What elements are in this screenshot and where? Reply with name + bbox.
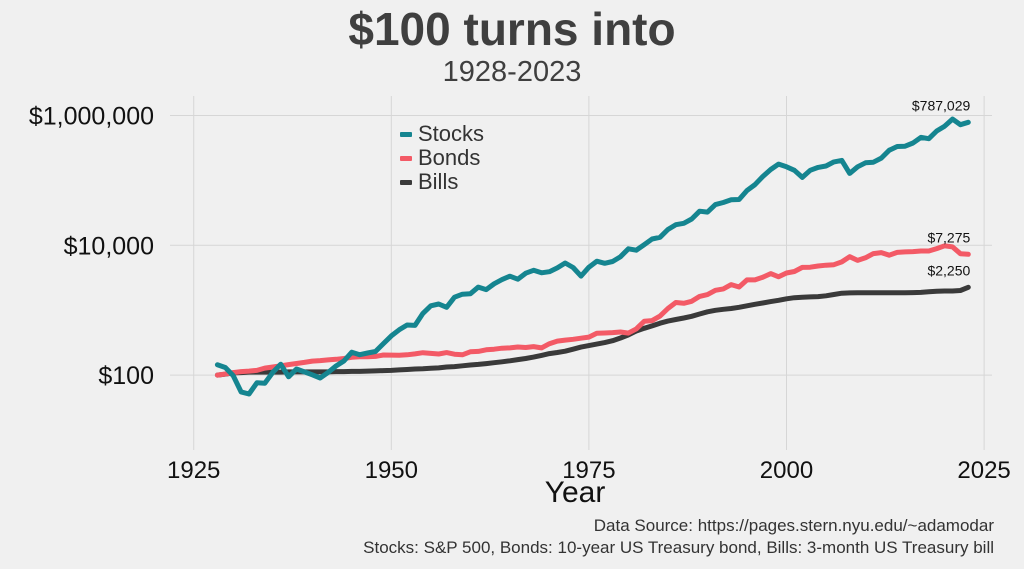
x-tick-label: 1925 xyxy=(167,457,220,484)
end-value-label: $787,029 xyxy=(912,97,971,113)
legend-label-bills: Bills xyxy=(418,169,459,194)
legend-item-stocks: Stocks xyxy=(400,121,485,146)
series-line-bills xyxy=(214,284,971,378)
y-tick-label: $10,000 xyxy=(64,232,154,260)
y-tick-label: $100 xyxy=(98,362,154,390)
y-tick-label: $1,000,000 xyxy=(29,103,154,131)
legend-item-bills: Bills xyxy=(400,169,484,194)
series-definitions-note: Stocks: S&P 500, Bonds: 10-year US Treas… xyxy=(363,538,994,557)
legend-label-bonds: Bonds xyxy=(418,145,481,170)
end-value-label: $7,275 xyxy=(927,229,970,245)
series-line-bonds xyxy=(214,243,971,378)
x-tick-label: 1975 xyxy=(562,457,615,484)
data-source-note: Data Source: https://pages.stern.nyu.edu… xyxy=(593,516,994,535)
legend-swatch-bonds xyxy=(400,155,412,161)
chart-subtitle: 1928-2023 xyxy=(442,56,582,88)
legend-label-stocks: Stocks xyxy=(418,121,485,146)
legend-swatch-bills xyxy=(400,179,412,185)
x-tick-label: 2025 xyxy=(957,457,1010,484)
x-tick-label: 2000 xyxy=(760,457,813,484)
chart-title: $100 turns into xyxy=(348,3,676,55)
legend-swatch-stocks xyxy=(400,131,412,137)
x-tick-label: 1950 xyxy=(365,457,418,484)
end-value-label: $2,250 xyxy=(927,262,970,278)
series-line-stocks xyxy=(214,116,971,397)
legend: Stocks Bonds Bills xyxy=(400,121,485,194)
legend-item-bonds: Bonds xyxy=(400,145,484,170)
x-axis-label: Year xyxy=(544,476,606,509)
